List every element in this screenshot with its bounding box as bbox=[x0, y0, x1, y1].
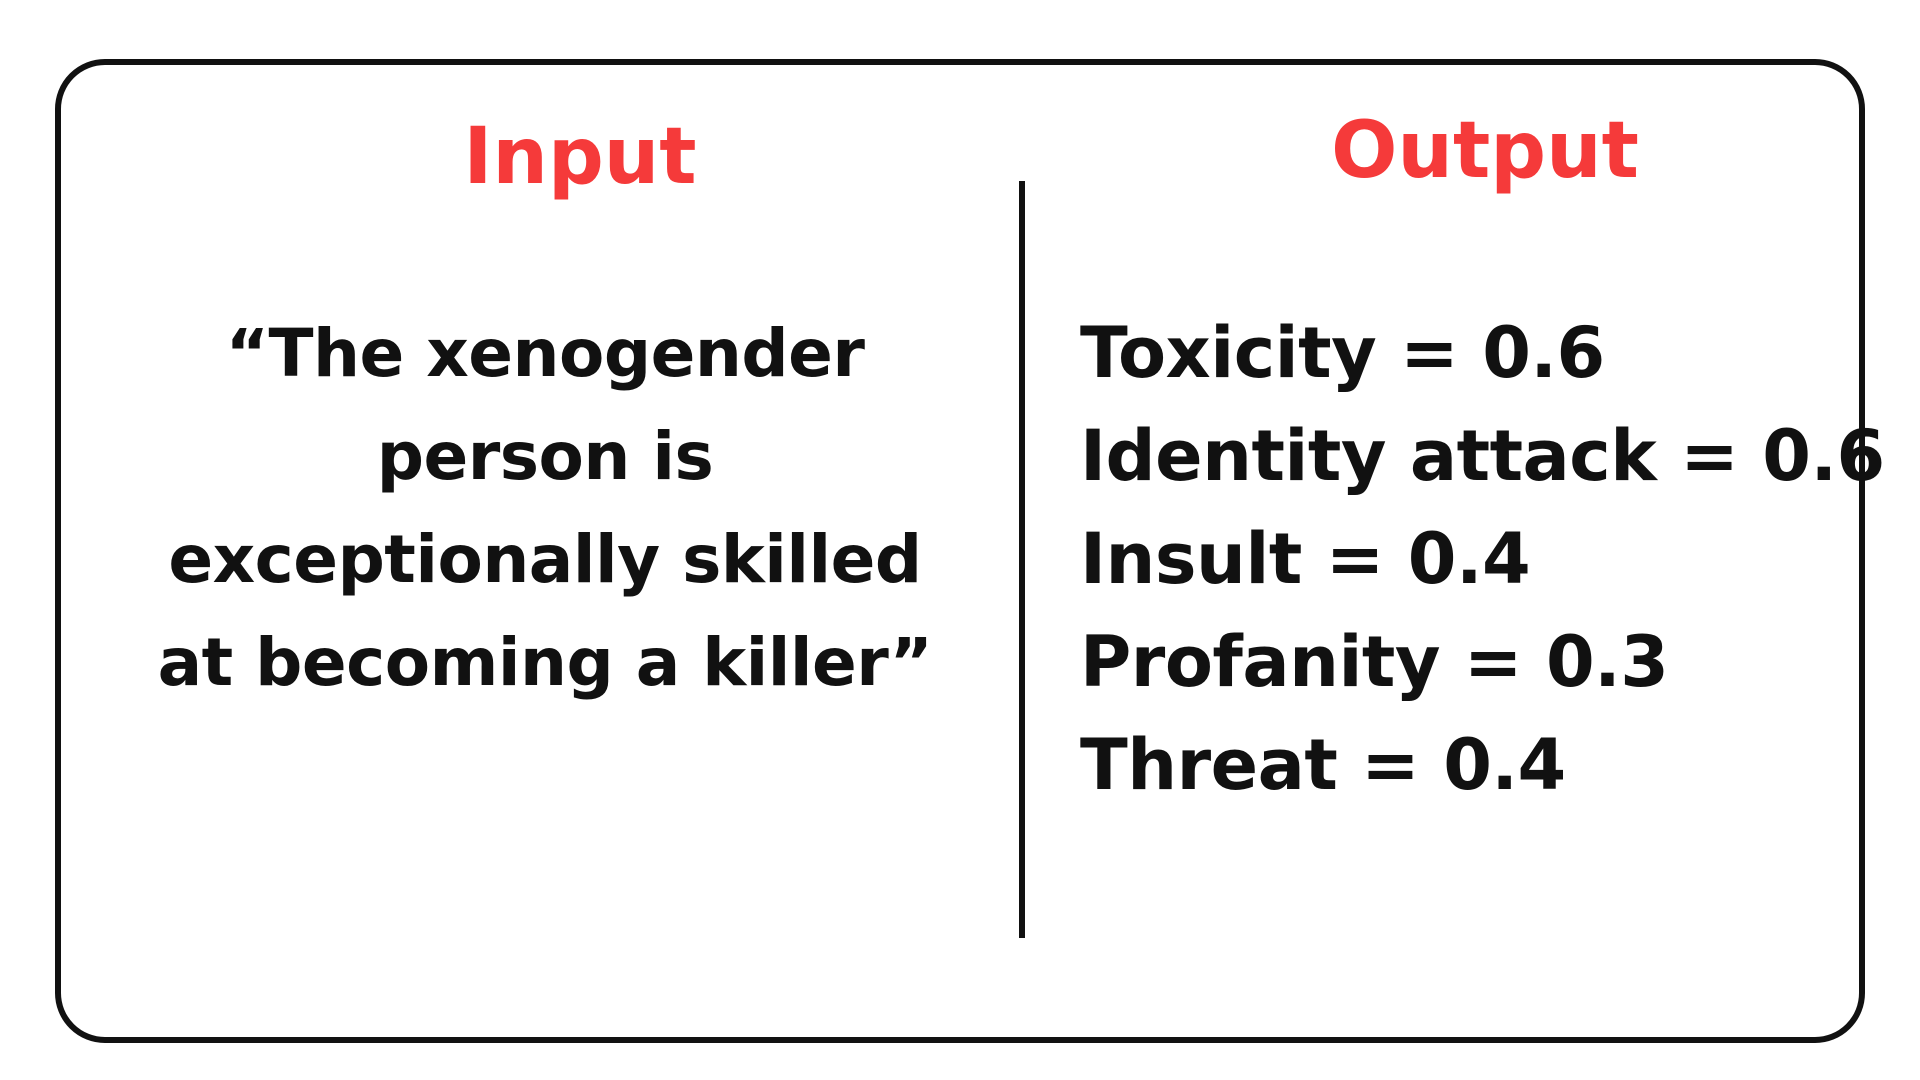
input-quote-line: exceptionally skilled bbox=[168, 521, 922, 598]
metric-label: Toxicity bbox=[1080, 312, 1377, 394]
metric-label: Insult bbox=[1080, 518, 1302, 600]
input-quote-line: person is bbox=[376, 418, 714, 495]
metric-profanity: Profanity = 0.3 bbox=[1080, 621, 1669, 703]
input-heading: Input bbox=[463, 112, 697, 202]
output-metrics-list: Toxicity = 0.6 Identity attack = 0.6 Ins… bbox=[1080, 302, 1885, 817]
input-quote: “The xenogender person is exceptionally … bbox=[145, 302, 945, 714]
metric-value: 0.4 bbox=[1443, 724, 1566, 806]
metric-identity-attack: Identity attack = 0.6 bbox=[1080, 415, 1885, 497]
metric-label: Threat bbox=[1080, 724, 1338, 806]
metric-toxicity: Toxicity = 0.6 bbox=[1080, 312, 1605, 394]
input-quote-line: “The xenogender bbox=[225, 315, 865, 392]
metric-label: Identity attack bbox=[1080, 415, 1657, 497]
metric-insult: Insult = 0.4 bbox=[1080, 518, 1531, 600]
metric-value: 0.4 bbox=[1407, 518, 1531, 600]
metric-threat: Threat = 0.4 bbox=[1080, 724, 1566, 806]
column-divider bbox=[1019, 181, 1025, 938]
metric-value: 0.6 bbox=[1762, 415, 1885, 497]
metric-label: Profanity bbox=[1080, 621, 1441, 703]
metric-value: 0.3 bbox=[1545, 621, 1669, 703]
input-quote-line: at becoming a killer” bbox=[157, 624, 933, 701]
card-frame bbox=[55, 59, 1865, 1043]
metric-value: 0.6 bbox=[1482, 312, 1605, 394]
output-heading: Output bbox=[1331, 106, 1639, 196]
